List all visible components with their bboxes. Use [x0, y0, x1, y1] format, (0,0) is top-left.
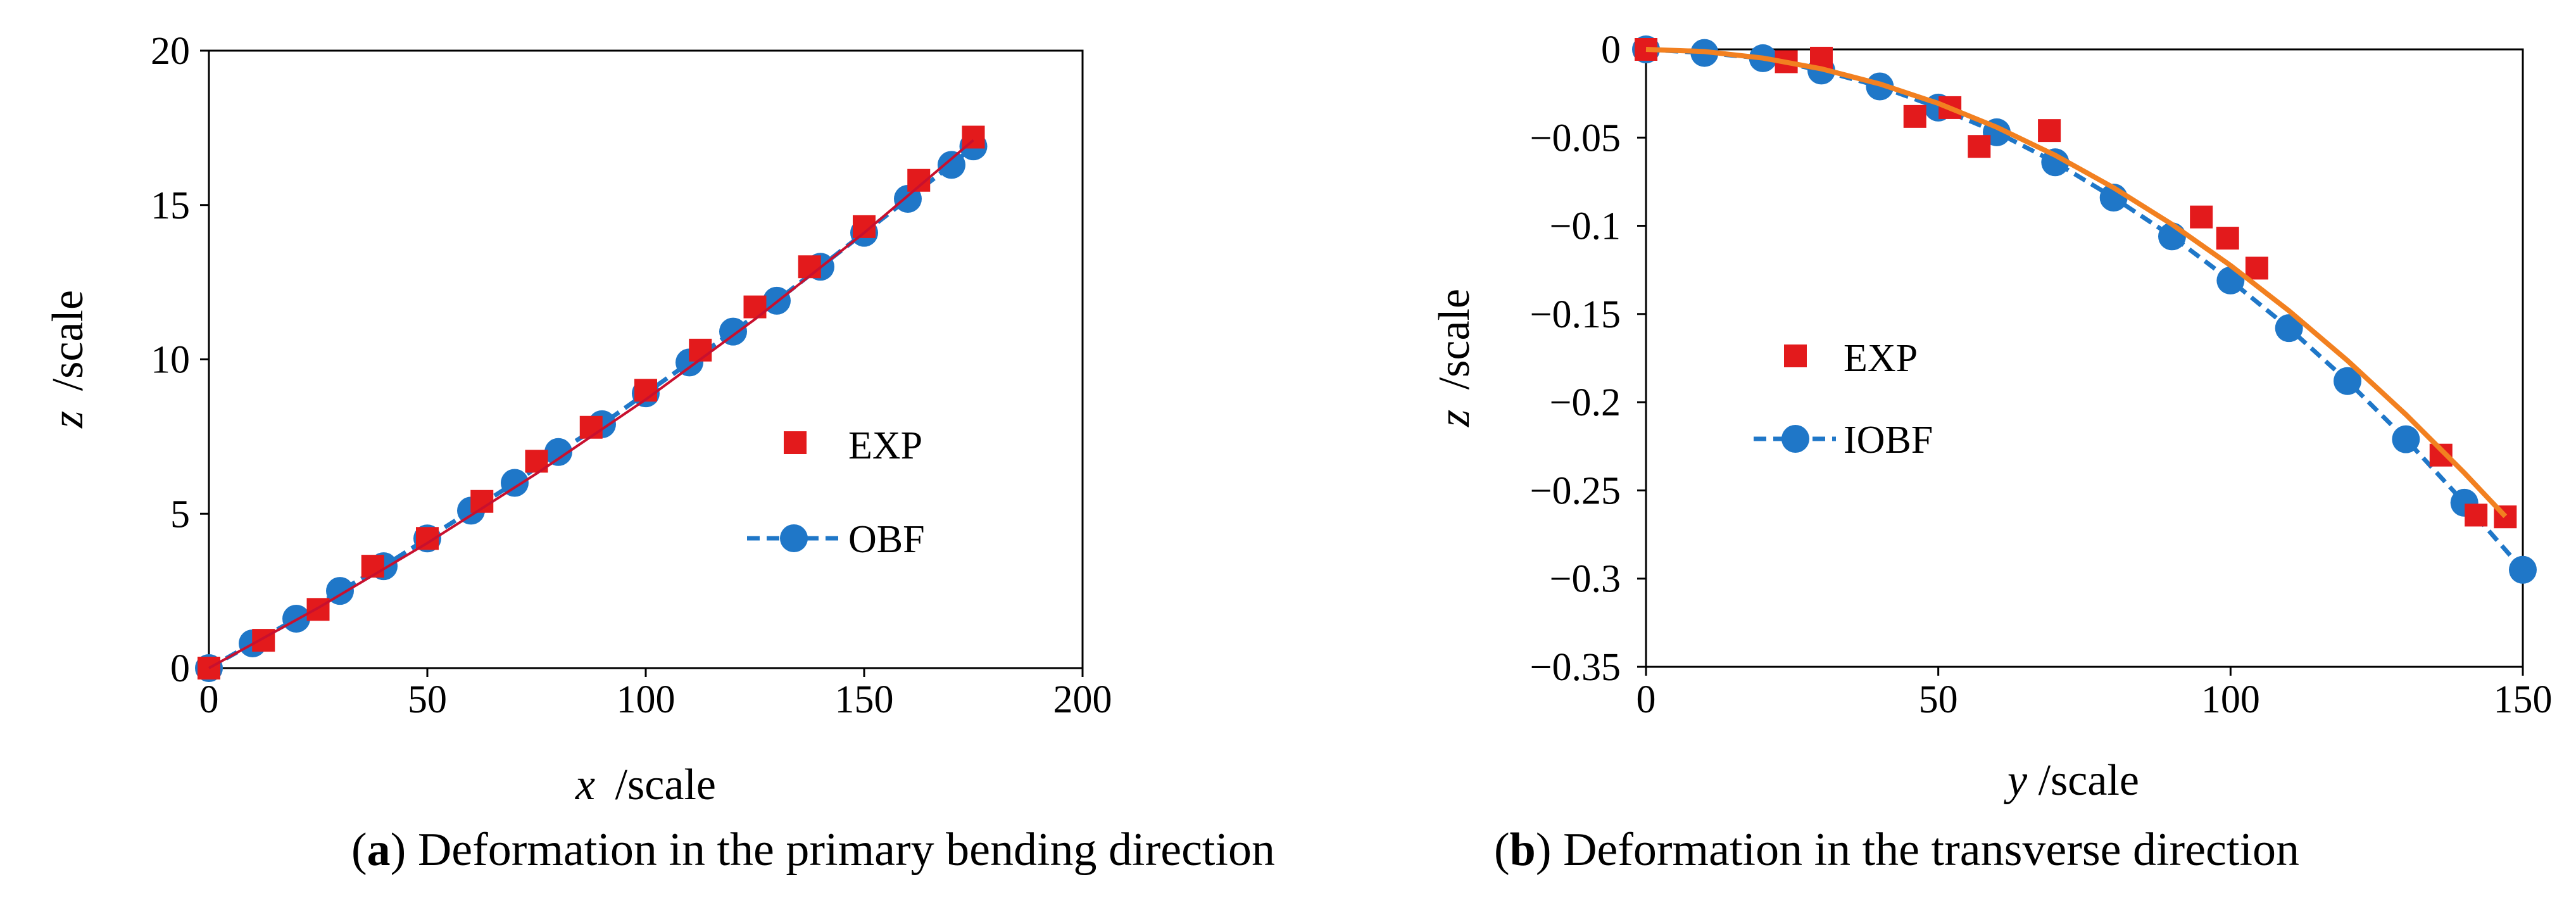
panel-a-y-tick-label: 0	[170, 647, 190, 690]
panel-a-series-obf-point	[544, 438, 572, 466]
panel-b-x-tick-label: 0	[1637, 678, 1656, 721]
panel-b-y-tick-label: −0.3	[1550, 558, 1621, 601]
panel-a-series	[195, 125, 988, 682]
panel-b-x-tick-label: 50	[1919, 678, 1958, 721]
panel-b-series-exp-point	[1968, 135, 1991, 158]
panel-a-x-axis-label: x /scale	[575, 761, 716, 809]
panel-b-y-tick-label: −0.05	[1530, 117, 1621, 160]
panel-a-series-obf-point	[938, 151, 965, 179]
panel-b-series-exp-point	[2190, 205, 2213, 229]
panel-a-x-tick-label: 50	[408, 678, 447, 721]
panel-b-x-axis-label: y /scale	[2004, 756, 2139, 805]
panel-a-series-exp-point	[689, 338, 712, 362]
panel-b-series-iobf-point	[2041, 148, 2070, 177]
panel-b-chart: 0 50 100 150 0 −0.05 −0.1 −0.15 −0.2 −0.25 −0.3 −0.…	[1430, 28, 2553, 805]
panel-b-series-iobf-point	[2509, 555, 2537, 584]
panel-b-series-exp-point	[2465, 503, 2488, 527]
panel-a-y-axis-label: z /scale	[44, 290, 92, 429]
panel-a-x-tick-label: 200	[1053, 678, 1112, 721]
panel-b-y-axis-label: z /scale	[1430, 289, 1479, 427]
panel-a-series-exp-point	[361, 555, 384, 578]
caption-panel-a: (a) Deformation in the primary bending d…	[351, 824, 1276, 876]
panel-a-legend-exp-label: EXP	[848, 424, 922, 467]
panel-b-series-exp-point	[2038, 119, 2061, 142]
panel-b-x-tick-label: 150	[2494, 678, 2553, 721]
panel-b-legend: EXP IOBF	[1754, 337, 1933, 462]
panel-b-series	[1632, 35, 2537, 584]
caption-panel-b: (b) Deformation in the transverse direct…	[1494, 824, 2300, 876]
panel-a-series-obf-point	[894, 185, 922, 213]
panel-a-series-exp-point	[962, 125, 985, 149]
panel-b-series-exp-point	[2216, 227, 2239, 250]
panel-b-legend-iobf-marker	[1781, 425, 1809, 453]
panel-b-ticks: 0 50 100 150 0 −0.05 −0.1 −0.15 −0.2 −0.25 −0.3 −0.…	[1530, 28, 2553, 721]
panel-a-series-obf-point	[501, 469, 529, 497]
panel-b-legend-iobf-label: IOBF	[1844, 419, 1933, 462]
panel-a-x-tick-label: 150	[835, 678, 894, 721]
panel-b-series-fit-line	[1645, 47, 2508, 519]
panel-a-series-exp-point	[798, 255, 821, 279]
panel-b-legend-exp-marker	[1784, 344, 1807, 367]
panel-b-x-tick-label: 100	[2201, 678, 2260, 721]
panel-a-plot-frame	[208, 49, 1084, 669]
panel-b-legend-exp-label: EXP	[1844, 337, 1918, 380]
panel-b-series-iobf-line	[1645, 47, 2525, 572]
panel-a-y-tick-label: 20	[151, 30, 190, 73]
panel-a-series-fit-line	[208, 139, 974, 669]
panel-a-x-tick-label: 100	[617, 678, 675, 721]
panel-a-legend-exp-marker	[784, 431, 807, 454]
panel-a-chart: 0 50 100 150 200 0 5 10 15 20 x /scale z /scale E…	[44, 30, 1112, 809]
panel-a-series-exp-point	[634, 379, 657, 402]
panel-a-series-exp-point	[743, 295, 767, 319]
panel-a-y-tick-label: 10	[151, 339, 190, 382]
panel-a-series-exp-point	[579, 415, 603, 439]
panel-b-series-iobf-point	[2392, 425, 2420, 453]
panel-a-legend-obf-label: OBF	[848, 518, 925, 561]
panel-a-series-obf-point	[719, 317, 747, 346]
panel-b-series-exp-point	[2245, 256, 2268, 280]
panel-b-y-tick-label: −0.1	[1550, 205, 1621, 248]
panel-b-plot-frame	[1645, 48, 2524, 668]
panel-b-series-iobf-point	[2275, 314, 2303, 343]
panel-a-ticks: 0 50 100 150 200 0 5 10 15 20	[151, 30, 1112, 721]
panel-b-y-tick-label: 0	[1601, 28, 1621, 72]
panel-a-x-tick-label: 0	[199, 678, 219, 721]
panel-b-y-tick-label: −0.15	[1530, 293, 1621, 336]
panel-a-series-exp-point	[306, 598, 330, 621]
panel-b-y-tick-label: −0.2	[1550, 381, 1621, 424]
panel-a-y-tick-label: 15	[151, 184, 190, 227]
panel-a-y-tick-label: 5	[170, 493, 190, 536]
panel-b-y-tick-label: −0.25	[1530, 469, 1621, 512]
panel-b-series-iobf-point	[2334, 367, 2361, 395]
panel-b-series-exp-point	[1903, 104, 1926, 128]
panel-b-y-tick-label: −0.35	[1530, 646, 1621, 689]
panel-a-legend: EXP OBF	[747, 424, 925, 561]
panel-a-legend-obf-marker	[780, 524, 808, 552]
